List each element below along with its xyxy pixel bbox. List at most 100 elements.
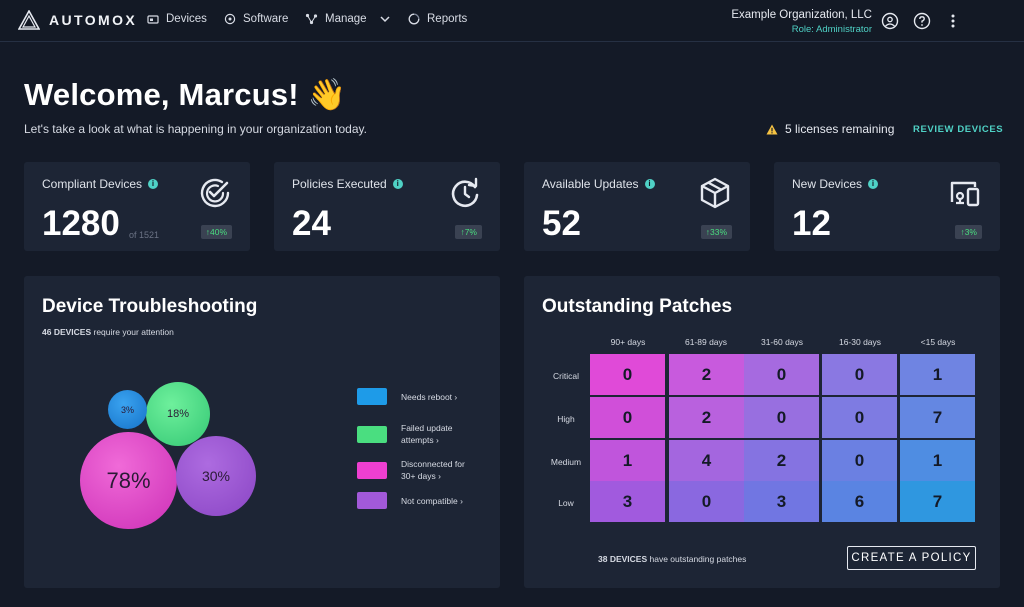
new-devices-icon — [950, 181, 980, 207]
nav-reports[interactable]: Reports — [408, 13, 467, 25]
stat-card-new-devices[interactable]: New Devices i 12 ↑3% — [774, 162, 1000, 251]
chevron-down-icon — [380, 15, 390, 22]
nav-manage-label: Manage — [325, 13, 367, 25]
heatmap-cell[interactable]: 7 — [900, 481, 975, 522]
heatmap-cell[interactable]: 0 — [822, 354, 897, 395]
more-vertical-icon[interactable] — [944, 12, 962, 30]
patches-title: Outstanding Patches — [542, 296, 733, 317]
troubleshooting-count: 46 DEVICES — [42, 327, 92, 337]
legend-text: Not compatible — [401, 495, 458, 506]
patches-footer: 38 DEVICES have outstanding patches — [598, 554, 746, 564]
heatmap-cell[interactable]: 0 — [744, 354, 819, 395]
legend-disconnected[interactable]: Disconnected for 30+ days › — [357, 458, 481, 482]
row-header: Critical — [553, 371, 579, 381]
policy-refresh-icon — [451, 177, 479, 208]
patches-count: 38 DEVICES — [598, 554, 648, 564]
heatmap-cell[interactable]: 0 — [590, 397, 665, 438]
bubble-disconnected[interactable]: 78% — [80, 432, 177, 529]
chevron-right-icon: › — [435, 435, 439, 445]
stat-title-text: Policies Executed — [292, 177, 387, 191]
column-header: 16-30 days — [838, 337, 882, 347]
nav-manage[interactable]: Manage — [305, 13, 390, 25]
stat-value: 12 — [792, 204, 831, 243]
chevron-right-icon: › — [460, 495, 463, 506]
review-devices-link[interactable]: REVIEW DEVICES — [913, 124, 1004, 135]
info-icon[interactable]: i — [644, 179, 655, 189]
heatmap-cell[interactable]: 0 — [822, 440, 897, 481]
stat-title: Compliant Devices i — [42, 177, 159, 191]
automox-logo[interactable]: AUTOMOX — [18, 10, 137, 30]
stat-title: New Devices i — [792, 177, 879, 191]
nav-software[interactable]: Software — [224, 13, 288, 25]
license-notice: 5 licenses remaining — [766, 122, 894, 136]
legend-failed-update[interactable]: Failed update attempts › — [357, 422, 481, 446]
column-header: <15 days — [920, 337, 956, 347]
troubleshooting-subtitle: 46 DEVICES require your attention — [42, 327, 174, 337]
stat-title-text: New Devices — [792, 177, 863, 191]
heatmap-cell[interactable]: 0 — [669, 481, 744, 522]
heatmap-cell[interactable]: 3 — [590, 481, 665, 522]
heatmap-cell[interactable]: 1 — [590, 440, 665, 481]
page-title: Welcome, Marcus! 👋 — [24, 77, 347, 112]
heatmap-cell[interactable]: 1 — [900, 354, 975, 395]
heatmap-cell[interactable]: 0 — [590, 354, 665, 395]
legend-needs-reboot[interactable]: Needs reboot › — [357, 388, 481, 405]
info-icon[interactable]: i — [392, 179, 403, 189]
troubleshooting-panel: Device Troubleshooting 46 DEVICES requir… — [24, 276, 500, 588]
stat-title-text: Compliant Devices — [42, 177, 143, 191]
heatmap-cell[interactable]: 2 — [669, 354, 744, 395]
heatmap-cell[interactable]: 0 — [822, 397, 897, 438]
manage-icon — [305, 13, 318, 25]
legend-label: Not compatible › — [401, 495, 481, 507]
chevron-right-icon: › — [438, 471, 441, 481]
column-header: 31-60 days — [760, 337, 804, 347]
license-text: 5 licenses remaining — [785, 122, 895, 136]
heatmap-cell[interactable]: 1 — [900, 440, 975, 481]
legend-text: Needs reboot — [401, 391, 453, 402]
bubble-failed-update[interactable]: 18% — [146, 382, 210, 446]
column-header: 90+ days — [610, 337, 646, 347]
package-box-icon — [700, 177, 730, 209]
page-subtitle: Let's take a look at what is happening i… — [24, 122, 367, 136]
column-header: 61-89 days — [684, 337, 728, 347]
help-icon[interactable] — [913, 12, 931, 30]
heatmap-cell[interactable]: 3 — [744, 481, 819, 522]
patches-count-suffix: have outstanding patches — [647, 554, 747, 564]
nav-devices[interactable]: Devices — [147, 13, 207, 25]
legend-text: Failed update attempts — [401, 423, 453, 445]
stat-card-policies[interactable]: Policies Executed i 24 ↑7% — [274, 162, 500, 251]
heatmap-cell[interactable]: 2 — [669, 397, 744, 438]
legend-not-compatible[interactable]: Not compatible › — [357, 492, 481, 509]
create-policy-button[interactable]: CREATE A POLICY — [847, 546, 976, 570]
legend-label: Needs reboot › — [401, 391, 481, 403]
heatmap-cell[interactable]: 2 — [744, 440, 819, 481]
user-settings-icon[interactable] — [881, 12, 899, 30]
stat-card-updates[interactable]: Available Updates i 52 ↑33% — [524, 162, 750, 251]
compliant-check-icon — [200, 178, 230, 208]
bubble-label: 18% — [166, 408, 190, 420]
bubble-not-compatible[interactable]: 30% — [176, 436, 256, 516]
stat-card-compliant[interactable]: Compliant Devices i 1280 of 1521 ↑40% — [24, 162, 250, 251]
troubleshooting-count-suffix: require your attention — [91, 327, 174, 337]
heatmap-cell[interactable]: 0 — [744, 397, 819, 438]
troubleshooting-title: Device Troubleshooting — [42, 296, 258, 317]
nav-software-label: Software — [243, 13, 289, 25]
bubble-needs-reboot[interactable]: 3% — [108, 390, 147, 429]
legend-swatch — [357, 461, 387, 479]
patches-panel: Outstanding Patches 90+ days 61-89 days … — [524, 276, 1000, 588]
stat-change-badge: ↑40% — [200, 225, 232, 239]
stat-of-total: of 1521 — [129, 230, 160, 240]
info-icon[interactable]: i — [868, 179, 879, 189]
stat-change-badge: ↑33% — [700, 225, 732, 239]
stat-value: 1280 — [42, 204, 120, 243]
stat-title: Policies Executed i — [292, 177, 403, 191]
bubble-label: 3% — [120, 404, 134, 415]
heatmap-cell[interactable]: 7 — [900, 397, 975, 438]
stat-value: 52 — [542, 204, 581, 243]
row-header: High — [557, 414, 575, 424]
stat-value: 24 — [292, 204, 331, 243]
heatmap-cell[interactable]: 4 — [669, 440, 744, 481]
org-switcher[interactable]: Example Organization, LLC Role: Administ… — [731, 9, 872, 35]
heatmap-cell[interactable]: 6 — [822, 481, 897, 522]
info-icon[interactable]: i — [148, 179, 159, 189]
